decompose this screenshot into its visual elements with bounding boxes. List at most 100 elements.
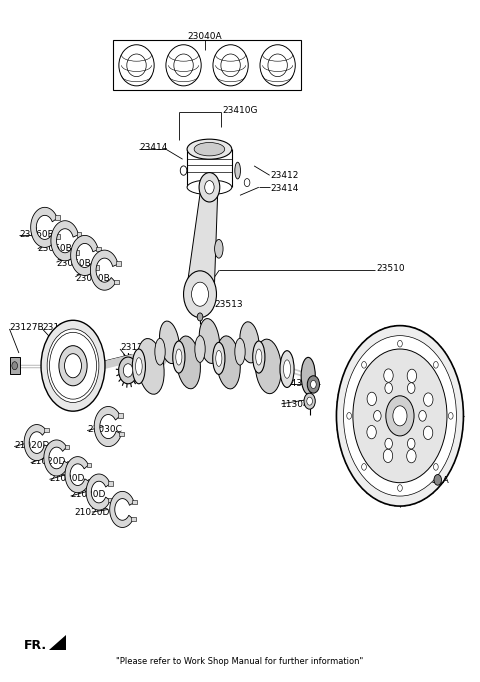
FancyBboxPatch shape: [132, 517, 136, 521]
FancyBboxPatch shape: [48, 444, 52, 448]
Ellipse shape: [255, 339, 281, 394]
Text: 23290: 23290: [400, 364, 429, 372]
Ellipse shape: [260, 45, 295, 86]
Ellipse shape: [216, 336, 240, 389]
Circle shape: [434, 475, 442, 485]
Text: 21020D: 21020D: [74, 508, 109, 517]
Circle shape: [407, 369, 417, 383]
Text: 23060B: 23060B: [75, 273, 110, 282]
Polygon shape: [160, 342, 200, 362]
FancyBboxPatch shape: [108, 498, 113, 502]
Polygon shape: [49, 635, 66, 650]
Circle shape: [386, 396, 414, 436]
Circle shape: [361, 361, 366, 368]
Polygon shape: [65, 457, 89, 492]
Ellipse shape: [173, 341, 185, 373]
Ellipse shape: [284, 360, 290, 379]
Ellipse shape: [252, 341, 265, 373]
Circle shape: [448, 413, 453, 419]
Text: 23513: 23513: [214, 300, 243, 309]
Ellipse shape: [216, 351, 222, 366]
Ellipse shape: [135, 358, 142, 375]
Circle shape: [59, 346, 87, 386]
Circle shape: [353, 349, 447, 483]
FancyBboxPatch shape: [114, 280, 119, 284]
Text: 23110: 23110: [209, 343, 238, 352]
Ellipse shape: [127, 54, 146, 76]
Circle shape: [180, 166, 187, 175]
Circle shape: [12, 361, 17, 370]
Circle shape: [183, 271, 216, 318]
FancyBboxPatch shape: [77, 232, 81, 237]
Ellipse shape: [159, 321, 180, 364]
Ellipse shape: [221, 54, 240, 76]
Polygon shape: [44, 440, 69, 476]
Text: FR.: FR.: [24, 638, 47, 651]
Circle shape: [419, 411, 426, 421]
Circle shape: [307, 376, 320, 393]
Circle shape: [347, 413, 351, 419]
Circle shape: [244, 179, 250, 187]
Circle shape: [192, 282, 208, 306]
Ellipse shape: [240, 322, 259, 363]
Circle shape: [64, 354, 82, 378]
Circle shape: [307, 397, 312, 405]
Ellipse shape: [235, 162, 240, 179]
Ellipse shape: [235, 338, 245, 365]
Text: 21020D: 21020D: [31, 457, 66, 466]
Ellipse shape: [166, 45, 201, 86]
Circle shape: [304, 393, 315, 409]
Polygon shape: [94, 406, 121, 447]
Ellipse shape: [280, 351, 294, 387]
Text: 23127B: 23127B: [10, 323, 44, 332]
Circle shape: [423, 393, 433, 406]
Circle shape: [384, 369, 393, 382]
Ellipse shape: [199, 318, 220, 364]
Circle shape: [385, 383, 393, 394]
Ellipse shape: [268, 54, 288, 76]
Circle shape: [47, 329, 99, 402]
Ellipse shape: [215, 239, 223, 258]
FancyBboxPatch shape: [132, 500, 137, 504]
Circle shape: [408, 439, 415, 449]
FancyBboxPatch shape: [67, 461, 71, 465]
Circle shape: [199, 173, 220, 202]
Polygon shape: [177, 341, 219, 362]
Ellipse shape: [119, 45, 154, 86]
FancyBboxPatch shape: [88, 479, 92, 484]
FancyBboxPatch shape: [87, 462, 91, 466]
Circle shape: [433, 464, 438, 471]
Circle shape: [311, 381, 316, 389]
Text: 21030C: 21030C: [87, 425, 122, 434]
Polygon shape: [31, 207, 57, 248]
Text: 23124B: 23124B: [42, 323, 77, 332]
Ellipse shape: [213, 342, 225, 374]
Circle shape: [197, 313, 203, 321]
Circle shape: [336, 325, 464, 506]
Circle shape: [123, 364, 133, 377]
Polygon shape: [186, 188, 218, 294]
Polygon shape: [110, 492, 134, 527]
Ellipse shape: [176, 336, 201, 389]
Ellipse shape: [137, 338, 164, 394]
Text: 23040A: 23040A: [187, 33, 222, 42]
FancyBboxPatch shape: [96, 247, 101, 252]
Polygon shape: [200, 341, 240, 362]
FancyBboxPatch shape: [45, 428, 48, 432]
Text: 21020D: 21020D: [71, 490, 106, 499]
FancyBboxPatch shape: [108, 481, 113, 486]
Ellipse shape: [256, 349, 262, 365]
Circle shape: [385, 439, 393, 449]
Circle shape: [408, 383, 415, 394]
Text: 23414: 23414: [139, 143, 167, 151]
Polygon shape: [240, 342, 281, 366]
Text: 23510: 23510: [376, 265, 405, 273]
Circle shape: [423, 426, 433, 439]
Ellipse shape: [176, 349, 182, 365]
Ellipse shape: [195, 336, 205, 362]
Text: 23060B: 23060B: [38, 244, 72, 253]
Text: 23414: 23414: [271, 184, 299, 193]
FancyBboxPatch shape: [74, 250, 79, 255]
Ellipse shape: [213, 45, 248, 86]
Ellipse shape: [187, 180, 232, 194]
